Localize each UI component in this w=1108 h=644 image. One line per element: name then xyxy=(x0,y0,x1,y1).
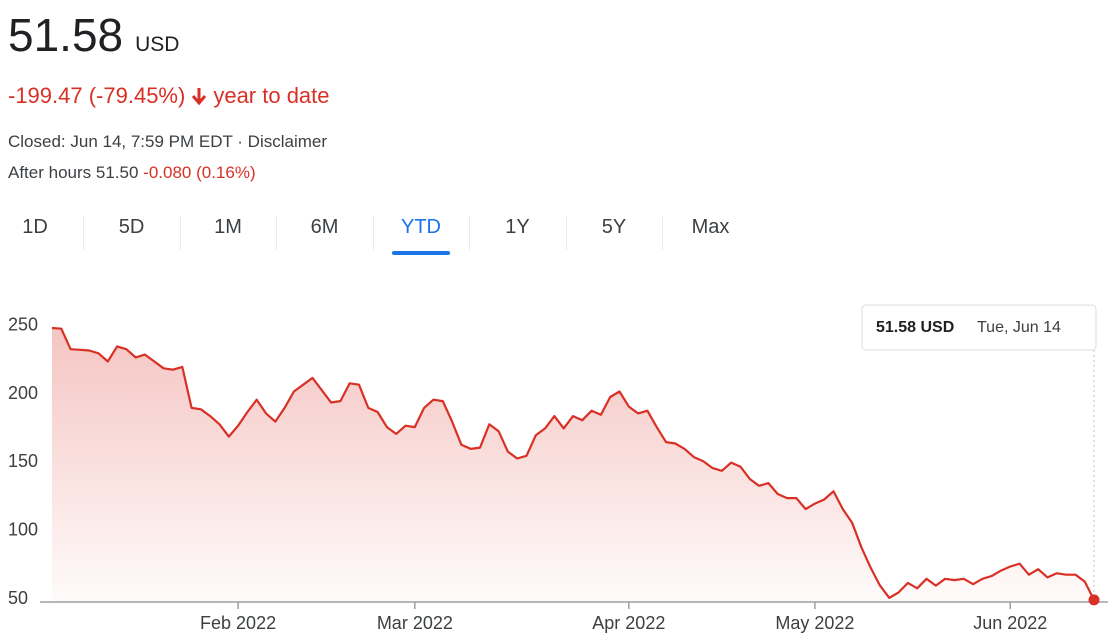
tab-separator xyxy=(179,216,181,250)
after-hours: After hours 51.50 xyxy=(8,163,139,182)
tab-separator xyxy=(565,216,567,250)
tab-separator xyxy=(662,216,664,250)
closed-info: Closed: Jun 14, 7:59 PM EDT · Disclaimer xyxy=(8,132,328,151)
area xyxy=(52,328,1094,602)
x-tick-label: Apr 2022 xyxy=(592,613,665,633)
after-hours-change: -0.080 (0.16%) xyxy=(143,163,256,182)
tab-separator xyxy=(469,216,471,250)
currency: USD xyxy=(135,33,180,56)
range-tab[interactable]: 5Y xyxy=(601,216,627,238)
after-hours-row: After hours 51.50 -0.080 (0.16%) xyxy=(8,163,256,183)
down-arrow xyxy=(192,88,207,105)
y-tick-label: 100 xyxy=(8,519,38,539)
period: year to date xyxy=(213,83,330,108)
tooltip-box xyxy=(861,304,1097,351)
range-tab[interactable]: 1Y xyxy=(505,216,530,238)
x-tick-label: Feb 2022 xyxy=(200,613,276,633)
tab-separator xyxy=(372,216,374,250)
range-tabs: 1D 5D 1M 6M YTD 1Y 5Y Max xyxy=(0,216,760,260)
chart: 50 100 150 200 250 Feb 2022 Mar 2022 Apr 2022 Ma… xyxy=(8,304,1108,633)
range-tab[interactable]: YTD xyxy=(401,216,441,238)
range-tab[interactable]: 1D xyxy=(22,216,48,238)
tab-separator xyxy=(83,216,85,250)
y-tick-label: 150 xyxy=(8,451,38,471)
y-tick-label: 200 xyxy=(8,383,38,403)
price-row: 51.58 USD xyxy=(8,8,179,62)
range-tab[interactable]: 5D xyxy=(118,216,145,238)
range-tab[interactable]: 1M xyxy=(214,216,242,238)
change-row: -199.47 (-79.45%) year to date xyxy=(8,83,330,109)
selected-underline xyxy=(392,251,450,255)
range-tab[interactable]: Max xyxy=(691,216,730,238)
x-tick-label: Mar 2022 xyxy=(377,613,453,633)
tooltip-price: 51.58 USD xyxy=(876,319,954,336)
y-tick-label: 50 xyxy=(8,588,28,608)
end-point xyxy=(1088,594,1100,606)
price: 51.58 xyxy=(8,9,124,61)
y-tick-label: 250 xyxy=(8,314,38,334)
x-tick-label: Jun 2022 xyxy=(973,613,1047,633)
change: -199.47 (-79.45%) xyxy=(8,83,186,108)
price-line xyxy=(51,326,1095,601)
x-tick-label: May 2022 xyxy=(775,613,854,633)
tab-separator xyxy=(276,216,278,250)
range-tab[interactable]: 6M xyxy=(310,216,339,238)
tooltip-date: Tue, Jun 14 xyxy=(977,319,1061,336)
